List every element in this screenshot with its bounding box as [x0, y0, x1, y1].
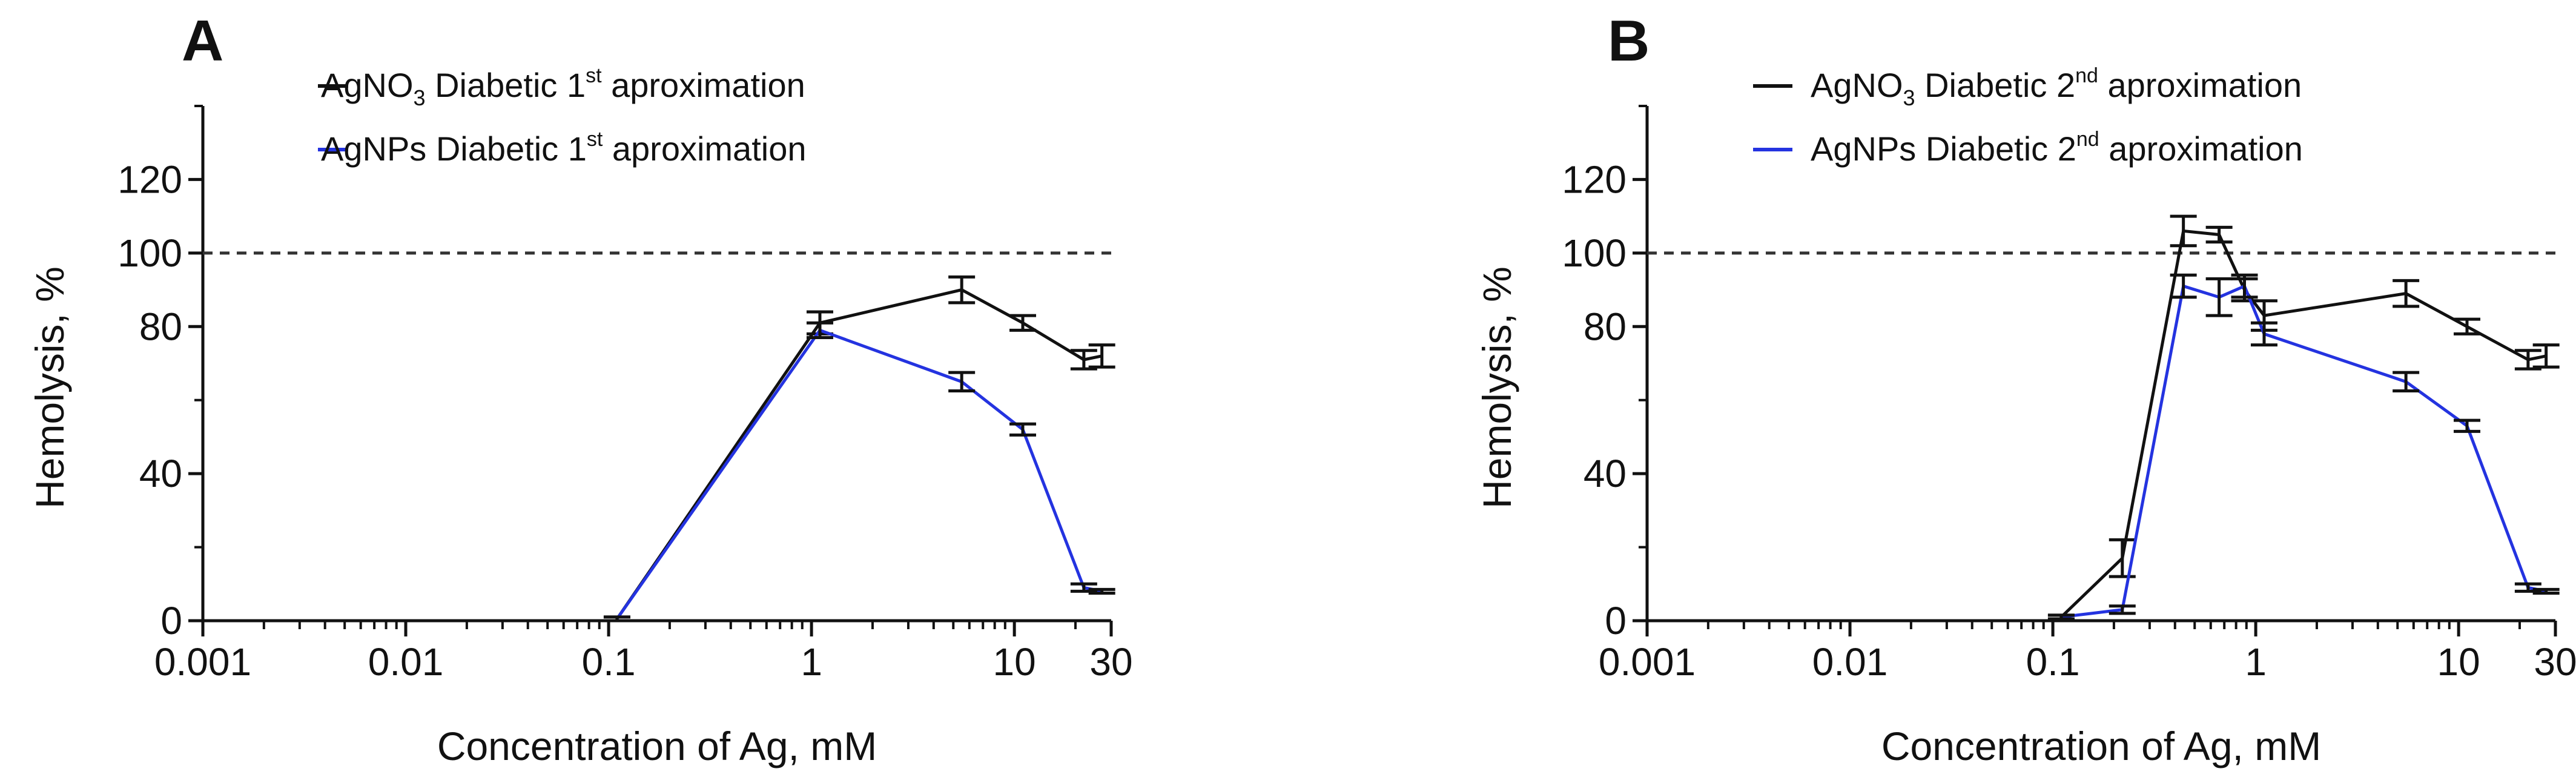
panel-b-y-tick-label: 80: [1584, 305, 1627, 348]
panel-a-y-tick-label: 80: [139, 305, 182, 348]
panel-a-series-1-line: [615, 288, 1103, 620]
panel-b-series-2-point: [2454, 418, 2481, 433]
panel-a-series-2-point: [1088, 587, 1115, 595]
panel-a-x-tick-label: 1: [801, 640, 822, 684]
panel-b-x-tick-label: 0.01: [1812, 640, 1888, 684]
panel-a-series-2: [603, 321, 1115, 623]
panel-b-series-1-line: [2060, 229, 2547, 618]
panel-b-series-2-point: [2231, 273, 2258, 299]
panel-b-series-1-point: [2514, 349, 2541, 371]
panel-b-y-tick-label: 120: [1562, 157, 1627, 201]
panel-a-label: A: [182, 8, 223, 73]
panel-b-series-2-point: [2514, 582, 2541, 593]
panel-a-legend-entry-2: AgNPs Diabetic 1st aproximation: [318, 128, 807, 168]
panel-b-series-2: [2047, 273, 2560, 621]
panel-a-x-tick-label: 0.001: [154, 640, 251, 684]
panel-b-series-1-point: [2170, 214, 2197, 248]
panel-b-x-tick-label: 30: [2534, 640, 2576, 684]
panel-a-chart: A 0 40 80 100 120 0.001 0.01 0.1 1 10 30 Concentrati…: [27, 8, 1133, 768]
panel-b-x-tick-label: 10: [2437, 640, 2480, 684]
panel-b-x-tick-label: 0.1: [2026, 640, 2080, 684]
panel-b-series-2-point: [2109, 604, 2136, 615]
panel-a-series-1-point: [1070, 349, 1097, 371]
panel-a-series-2-line: [615, 328, 1103, 620]
panel-a-y-axis-title: Hemolysis, %: [27, 266, 72, 509]
panel-a-x-tick-label: 0.01: [368, 640, 444, 684]
panel-a-x-tick-label: 10: [993, 640, 1036, 684]
panel-a-series-1-point: [1009, 314, 1037, 332]
panel-b-series-2-point: [2205, 277, 2233, 317]
panel-b-label: B: [1608, 8, 1650, 73]
panel-b-x-tick-label: 0.001: [1599, 640, 1696, 684]
panel-b-series-1-point: [2205, 225, 2233, 244]
panel-b-chart: B 0 40 80 100 120 0.001 0.01 0.1 1 10 30 Concentrati…: [1475, 8, 2576, 768]
panel-b-legend-entry-1: AgNO3 Diabetic 2nd aproximation: [1753, 64, 2302, 110]
panel-b-series-2-point: [2250, 321, 2277, 347]
panel-a-y-tick-label: 40: [139, 452, 182, 495]
panel-a-series-2-point: [1070, 582, 1097, 593]
legend-label: AgNPs Diabetic 1st aproximation: [321, 128, 807, 168]
panel-b-y-axis-title: Hemolysis, %: [1475, 266, 1519, 509]
panel-b-series-1-point: [2532, 343, 2560, 369]
panel-a-x-axis-title: Concentration of Ag, mM: [437, 724, 877, 768]
legend-label: AgNO3 Diabetic 2nd aproximation: [1811, 64, 2302, 110]
panel-a-series-2-point: [806, 321, 833, 339]
panel-b-series-2-point: [2393, 371, 2420, 393]
panel-a-series-1-point: [948, 275, 976, 305]
panel-b-series-2-point: [2532, 587, 2560, 595]
panel-b-x-tick-label: 1: [2245, 640, 2267, 684]
panel-a-series-2-point: [948, 371, 976, 393]
panel-a-series-2-point: [603, 615, 630, 623]
panel-b-series-1: [2047, 214, 2560, 621]
panel-b-series-2-line: [2061, 284, 2547, 619]
panel-a-series-1-point: [1088, 343, 1115, 369]
panel-a-series-2-point: [1009, 422, 1037, 437]
panel-b-legend-entry-2: AgNPs Diabetic 2nd aproximation: [1753, 128, 2303, 168]
panel-a-y-tick-label: 120: [117, 157, 182, 201]
panel-b-y-tick-label: 100: [1562, 231, 1627, 275]
panel-a-y-tick-label: 0: [160, 599, 182, 643]
panel-a-x-tick-label: 30: [1089, 640, 1132, 684]
panel-a-x-tick-label: 0.1: [582, 640, 636, 684]
panel-b-series-2-point: [2170, 273, 2197, 299]
panel-b-series-1-point: [2109, 538, 2136, 578]
legend-label: AgNO3 Diabetic 1st aproximation: [321, 64, 805, 110]
panel-a-series-1: [603, 275, 1115, 623]
panel-b-y-tick-label: 0: [1605, 599, 1627, 643]
legend-label: AgNPs Diabetic 2nd aproximation: [1811, 128, 2303, 168]
panel-b-series-2-point: [2047, 613, 2075, 621]
panel-b-y-tick-label: 40: [1584, 452, 1627, 495]
panel-b-series-1-point: [2393, 279, 2420, 308]
panel-a-y-tick-label: 100: [117, 231, 182, 275]
panel-a-legend-entry-1: AgNO3 Diabetic 1st aproximation: [318, 64, 805, 110]
panel-b-x-axis-title: Concentration of Ag, mM: [1881, 724, 2321, 768]
panel-b-series-1-point: [2454, 317, 2481, 335]
